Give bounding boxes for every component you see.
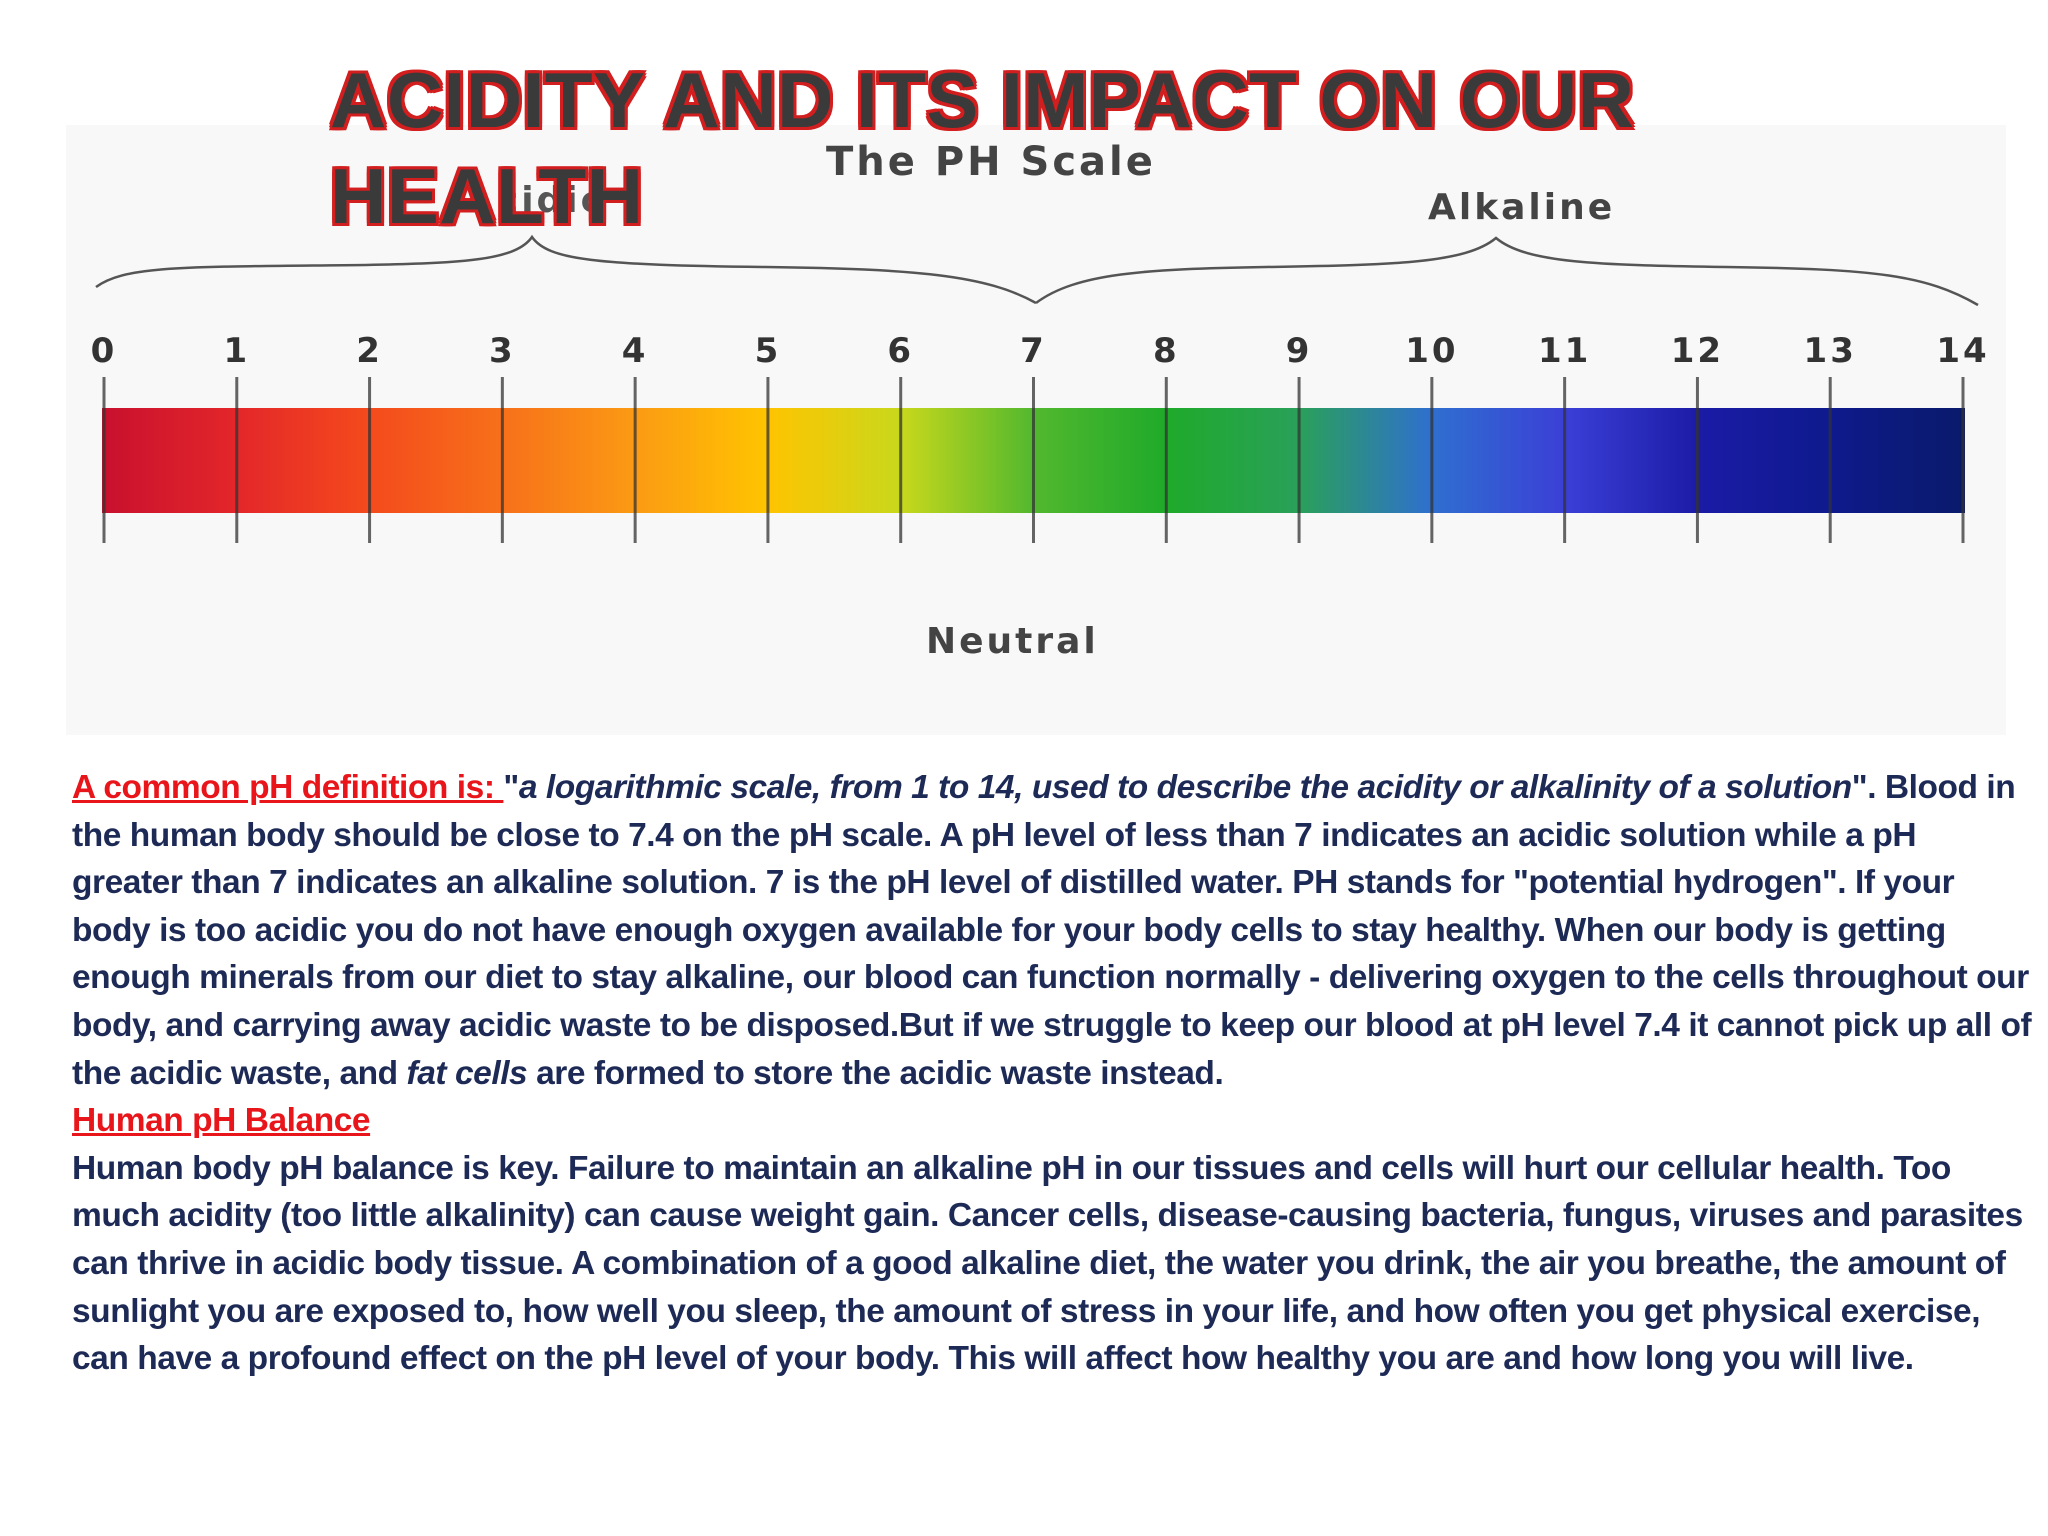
acidic-label: Acidic — [466, 180, 605, 221]
neutral-label: Neutral — [926, 621, 1099, 662]
quote-open: " — [503, 769, 519, 806]
definition-paragraph: A common pH definition is: "a logarithmi… — [72, 764, 2032, 1097]
ph-tick-label: 5 — [755, 331, 782, 371]
ph-ticks: 0 1 2 3 4 5 6 7 8 9 10 11 12 13 14 — [91, 331, 1989, 543]
ph-tick-label: 14 — [1936, 331, 1989, 371]
ph-tick-label: 11 — [1538, 331, 1591, 371]
ph-tick-label: 10 — [1405, 331, 1458, 371]
balance-paragraph: Human body pH balance is key. Failure to… — [72, 1149, 2023, 1378]
alkaline-brace — [1035, 236, 1979, 307]
quote-close: ". — [1851, 769, 1885, 806]
page-title: ACIDITY AND ITS IMPACT ON OUR HEALTH — [330, 56, 1635, 240]
ph-tick-label: 0 — [91, 331, 118, 371]
ph-tick-label: 3 — [489, 331, 516, 371]
balance-heading-line: Human pH Balance — [72, 1097, 2032, 1145]
ph-tick-label: 7 — [1020, 331, 1047, 371]
definition-text: Blood in the human body should be close … — [72, 769, 2032, 1092]
ph-tick-label: 12 — [1671, 331, 1724, 371]
definition-text-end: are formed to store the acidic waste ins… — [527, 1054, 1224, 1092]
ph-tick-label: 6 — [887, 331, 914, 371]
ph-scale-diagram: 0 1 2 3 4 5 6 7 8 9 10 11 12 13 14 — [91, 234, 1989, 543]
ph-scale-title: The PH Scale — [826, 139, 1156, 185]
ph-tick-label: 13 — [1804, 331, 1857, 371]
balance-heading: Human pH Balance — [72, 1102, 371, 1140]
ph-tick-label: 1 — [223, 331, 250, 371]
definition-heading: A common pH definition is: — [72, 769, 504, 806]
alkaline-label: Alkaline — [1428, 187, 1616, 228]
ph-tick-label: 8 — [1153, 331, 1180, 371]
acidic-brace — [95, 234, 1037, 305]
ph-tick-label: 4 — [622, 331, 649, 371]
definition-quote: a logarithmic scale, from 1 to 14, used … — [518, 769, 1852, 806]
fat-cells-emphasis: fat cells — [406, 1054, 528, 1092]
ph-tick-label: 9 — [1286, 331, 1313, 371]
ph-tick-label: 2 — [356, 331, 383, 371]
body-text: A common pH definition is: "a logarithmi… — [72, 764, 2032, 1383]
